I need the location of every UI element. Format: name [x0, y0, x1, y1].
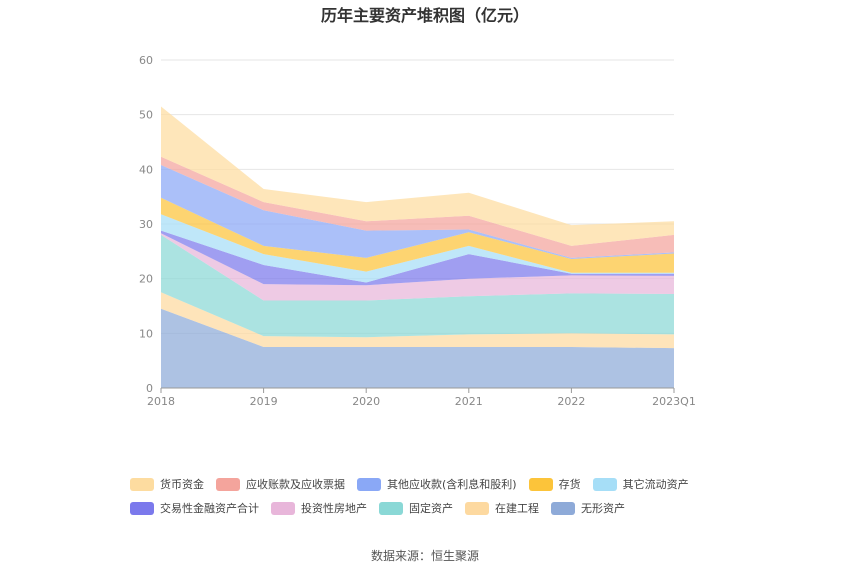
y-tick-label: 60	[139, 54, 153, 67]
y-tick-labels: 0 10 20 30 40 50 60	[139, 54, 153, 395]
x-tick-label: 2022	[557, 395, 585, 408]
legend-label: 在建工程	[495, 502, 539, 515]
source-note: 数据来源：恒生聚源	[370, 549, 479, 563]
stacked-area-chart: 0 10 20 30 40 50 60 2018 2019 2020 2021 2022 2023Q1	[139, 54, 696, 408]
x-tick-labels: 2018 2019 2020 2021 2022 2023Q1	[147, 395, 696, 408]
legend-label: 应收账款及应收票据	[246, 478, 345, 491]
x-tick-label: 2018	[147, 395, 175, 408]
legend-item[interactable]: 存货	[528, 476, 581, 492]
legend-label: 存货	[558, 478, 581, 491]
y-tick-label: 40	[139, 163, 153, 176]
legend-item[interactable]: 投资性房地产	[271, 500, 367, 516]
legend-item[interactable]: 应收账款及应收票据	[216, 476, 345, 492]
area-series-固定资产	[161, 234, 674, 338]
legend-label: 交易性金融资产合计	[160, 502, 259, 515]
axes	[160, 387, 675, 393]
legend-item[interactable]: 交易性金融资产合计	[130, 500, 259, 516]
legend-swatch	[130, 501, 154, 515]
legend-swatch	[271, 501, 295, 515]
legend-row: 货币资金 应收账款及应收票据 其他应收款(含利息和股利) 存货 其它流动资产	[130, 473, 730, 495]
legend-label: 固定资产	[409, 502, 453, 515]
area-series-应收账款及应收票据	[161, 156, 674, 258]
area-series-无形资产	[161, 308, 674, 388]
legend-swatch	[528, 477, 553, 491]
x-tick-label: 2021	[455, 395, 483, 408]
area-series-货币资金	[161, 106, 674, 246]
legend-item[interactable]: 固定资产	[379, 500, 453, 516]
legend-item[interactable]: 无形资产	[551, 500, 625, 516]
legend-swatch	[216, 477, 240, 491]
y-tick-label: 0	[146, 382, 153, 395]
legend-row: 交易性金融资产合计 投资性房地产 固定资产 在建工程 无形资产	[130, 497, 730, 519]
legend-label: 其它流动资产	[622, 478, 689, 491]
x-tick-label: 2019	[250, 395, 278, 408]
legend-swatch	[551, 501, 575, 515]
legend-label: 无形资产	[581, 502, 625, 515]
y-tick-label: 20	[139, 273, 153, 286]
y-tick-label: 10	[139, 327, 153, 340]
legend-swatch	[592, 477, 617, 491]
legend-item[interactable]: 在建工程	[465, 500, 539, 516]
legend-swatch	[357, 477, 381, 491]
area-series-投资性房地产	[161, 233, 674, 301]
legend-item[interactable]: 货币资金	[130, 476, 204, 492]
y-tick-label: 30	[139, 218, 153, 231]
legend-swatch	[465, 501, 489, 515]
legend-swatch	[379, 501, 403, 515]
x-tick-label: 2020	[352, 395, 380, 408]
area-series-其它流动资产	[161, 214, 674, 283]
legend-label: 货币资金	[160, 478, 204, 491]
x-tick-label: 2023Q1	[652, 395, 696, 408]
chart-title: 历年主要资产堆积图（亿元）	[320, 6, 529, 25]
legend-label: 其他应收款(含利息和股利)	[387, 478, 517, 491]
legend-item[interactable]: 其他应收款(含利息和股利)	[357, 476, 517, 492]
legend-item[interactable]: 其它流动资产	[592, 476, 689, 492]
legend: 货币资金 应收账款及应收票据 其他应收款(含利息和股利) 存货 其它流动资产 交易性金融…	[130, 473, 730, 521]
area-series-存货	[161, 197, 674, 273]
area-series	[161, 106, 674, 388]
area-series-在建工程	[161, 292, 674, 349]
legend-label: 投资性房地产	[301, 502, 367, 515]
area-series-交易性金融资产合计	[161, 230, 674, 286]
y-tick-label: 50	[139, 109, 153, 122]
legend-swatch	[130, 477, 154, 491]
area-series-其他应收款(含利息和股利)	[161, 165, 674, 259]
